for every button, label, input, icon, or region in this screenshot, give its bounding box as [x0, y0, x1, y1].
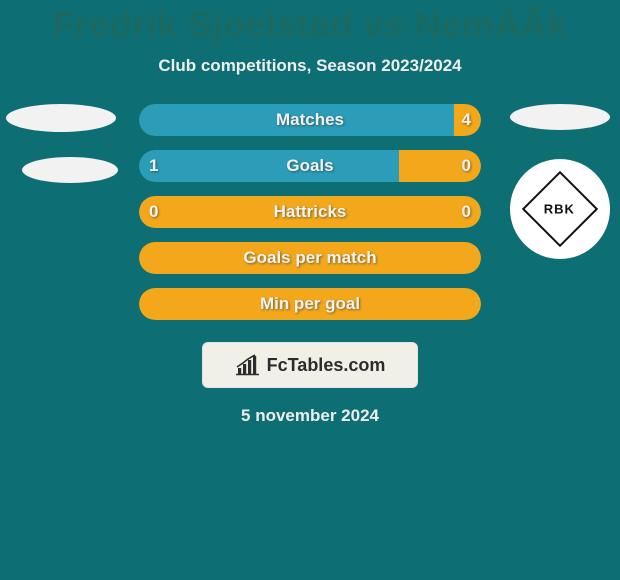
- stat-bar: Hattricks 0 0: [139, 196, 481, 228]
- club-badge-text: RBK: [544, 201, 575, 216]
- stat-bar-right-value: 4: [462, 110, 471, 130]
- page-title: Fredrik Sjoelstad vs NemÄÃk: [0, 4, 620, 46]
- stat-bar-label: Hattricks: [274, 202, 347, 222]
- stat-bar: Goals 1 0: [139, 150, 481, 182]
- stat-bar-left-value: 0: [149, 202, 158, 222]
- stat-bar-label: Matches: [276, 110, 344, 130]
- stat-bar-right-value: 0: [462, 202, 471, 222]
- stat-bar-left-value: 1: [149, 156, 158, 176]
- stat-bar: Matches 4: [139, 104, 481, 136]
- chart-icon: [235, 354, 263, 376]
- stats-comparison-card: Fredrik Sjoelstad vs NemÄÃk Club competi…: [0, 0, 620, 580]
- stat-bars: Matches 4 Goals 1 0 Hattricks 0 0 Goals per matc…: [139, 104, 481, 320]
- club-badge-diamond: RBK: [522, 171, 598, 247]
- player-left-placeholder-2: [22, 157, 118, 183]
- stat-bar-label: Goals per match: [243, 248, 376, 268]
- club-badge: RBK: [510, 159, 610, 259]
- date-text: 5 november 2024: [0, 406, 620, 426]
- stat-bar-left-segment: [139, 150, 399, 182]
- stat-bar-label: Goals: [286, 156, 333, 176]
- player-right-placeholder: [510, 104, 610, 130]
- stat-bar-right-value: 0: [462, 156, 471, 176]
- stat-bar: Goals per match: [139, 242, 481, 274]
- player-left-placeholder-1: [6, 104, 116, 132]
- watermark-text: FcTables.com: [267, 355, 386, 376]
- stat-bar: Min per goal: [139, 288, 481, 320]
- subtitle: Club competitions, Season 2023/2024: [0, 56, 620, 76]
- content-area: RBK Matches 4 Goals 1 0 Hattricks 0 0 Goals per …: [0, 104, 620, 426]
- watermark: FcTables.com: [202, 342, 418, 388]
- stat-bar-label: Min per goal: [260, 294, 360, 314]
